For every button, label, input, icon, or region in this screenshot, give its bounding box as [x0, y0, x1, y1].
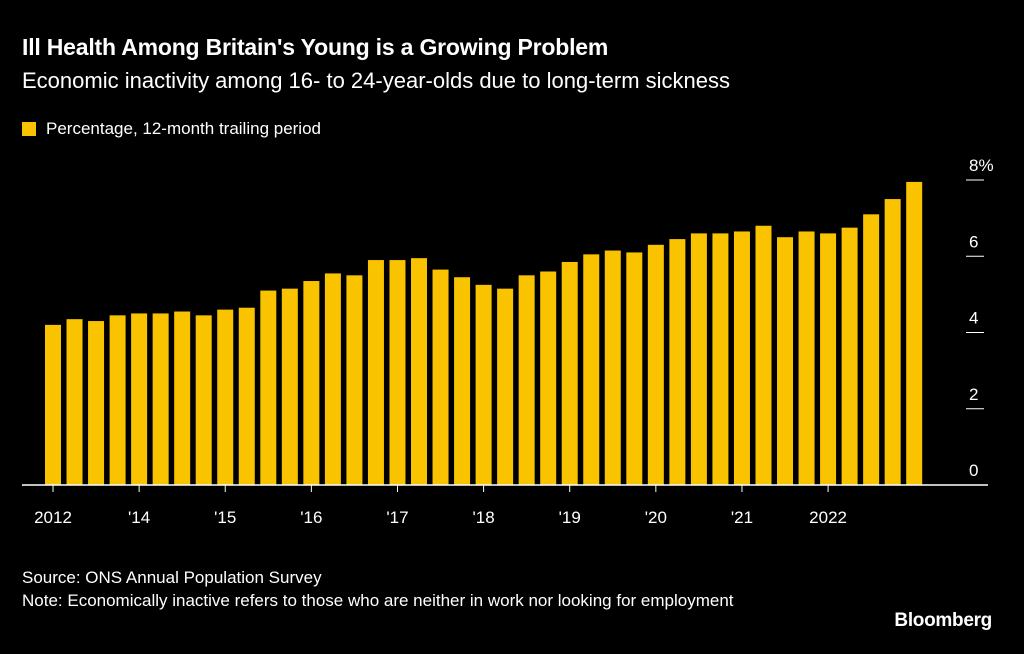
bar	[626, 252, 643, 485]
bar	[906, 181, 923, 485]
legend: Percentage, 12-month trailing period	[22, 119, 321, 139]
bar	[131, 313, 148, 485]
bar	[389, 260, 406, 485]
x-tick-label: '21	[731, 508, 753, 527]
bar	[88, 321, 105, 485]
footnote: Note: Economically inactive refers to th…	[22, 591, 734, 610]
bar	[324, 273, 341, 485]
bar	[777, 237, 794, 485]
bloomberg-logo: Bloomberg	[894, 610, 992, 631]
bar	[884, 199, 901, 485]
bar	[303, 281, 320, 485]
bar	[540, 271, 557, 485]
x-tick-label: '20	[645, 508, 667, 527]
bar	[174, 311, 191, 485]
y-tick-label: 4	[969, 309, 978, 328]
bar	[690, 233, 707, 485]
y-tick-label: 2	[969, 385, 978, 404]
bar	[798, 231, 815, 485]
x-tick-label: '15	[214, 508, 236, 527]
x-tick-label: '14	[128, 508, 150, 527]
bar	[45, 324, 61, 485]
x-tick-label: 2012	[34, 508, 72, 527]
bar	[475, 284, 492, 485]
bar	[755, 225, 772, 485]
bar	[281, 288, 298, 485]
chart-title: Ill Health Among Britain's Young is a Gr…	[22, 34, 609, 60]
bar	[109, 315, 126, 485]
bar	[217, 309, 234, 485]
bar	[820, 233, 837, 485]
bar	[411, 258, 428, 485]
y-tick-label: 8%	[969, 156, 994, 175]
y-tick-label: 0	[969, 461, 978, 480]
legend-swatch	[22, 122, 36, 136]
bar	[367, 260, 384, 485]
bar	[152, 313, 169, 485]
bar	[518, 275, 535, 485]
bar	[647, 244, 664, 485]
bar	[346, 275, 363, 485]
bar	[669, 239, 686, 485]
bar	[583, 254, 600, 485]
x-tick-label: '18	[473, 508, 495, 527]
y-tick-label: 6	[969, 232, 978, 251]
x-tick-label: '19	[559, 508, 581, 527]
bar	[841, 227, 858, 485]
bar	[195, 315, 212, 485]
x-tick-label: '17	[386, 508, 408, 527]
bar	[604, 250, 621, 485]
x-tick-label: '16	[300, 508, 322, 527]
bar	[733, 231, 750, 485]
bar	[238, 307, 255, 485]
bar	[863, 214, 880, 485]
bar	[561, 261, 578, 485]
legend-label: Percentage, 12-month trailing period	[46, 119, 321, 138]
bar	[712, 233, 729, 485]
source-note: Source: ONS Annual Population Survey	[22, 568, 322, 587]
bar	[454, 277, 471, 485]
bar	[432, 269, 449, 485]
chart-subtitle: Economic inactivity among 16- to 24-year…	[22, 68, 730, 93]
x-tick-label: 2022	[809, 508, 847, 527]
bar	[66, 319, 83, 485]
bar	[497, 288, 514, 485]
bar	[260, 290, 277, 485]
